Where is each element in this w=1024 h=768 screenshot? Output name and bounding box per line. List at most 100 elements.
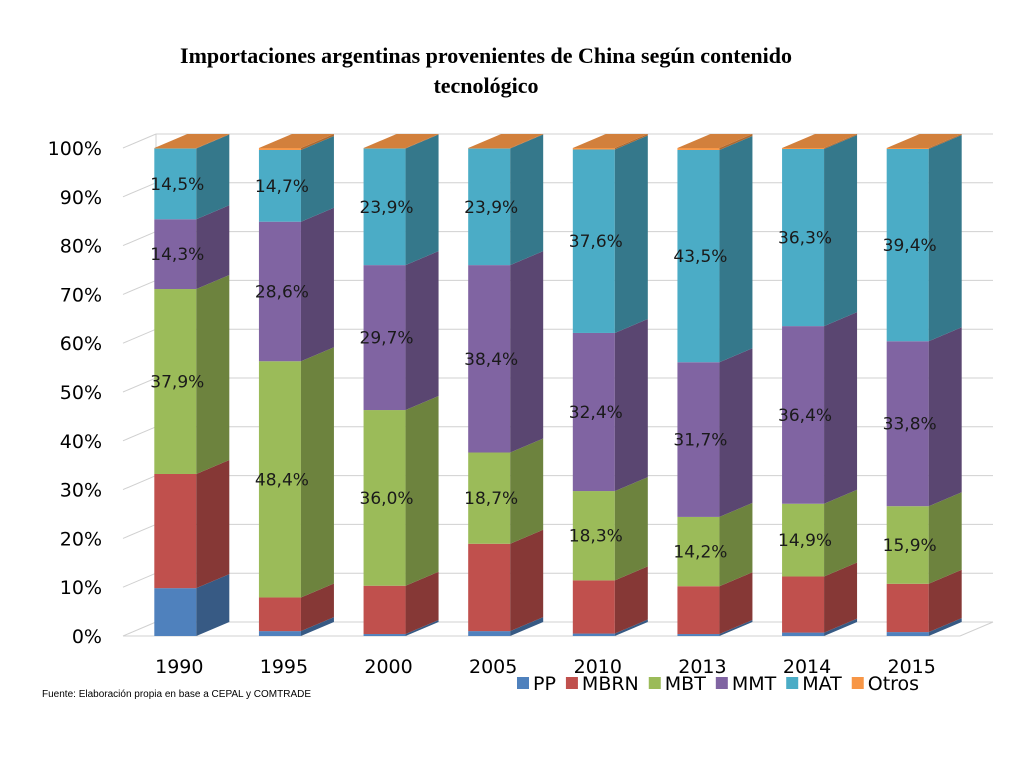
bar-segment-mmt xyxy=(677,362,720,517)
bar-side-mbrn xyxy=(719,572,753,635)
legend-swatch xyxy=(517,677,529,689)
bar-column-2015: 15,9% 33,8% 39,4% 2015 xyxy=(883,134,962,678)
bar-segment-mmt xyxy=(154,219,197,290)
bar-column-1990: 37,9% 14,3% 14,5% 1990 xyxy=(150,134,230,678)
data-label: 36,3% xyxy=(778,229,832,249)
plot-area: 0% 10% 20% 30% 40% 50% 60% 70% 80% 90% 100% 37,9% 14… xyxy=(48,133,994,678)
bar-segment-mbt xyxy=(677,516,720,587)
bar-side-mat xyxy=(614,135,648,333)
bar-side-otros xyxy=(510,134,544,149)
legend-swatch xyxy=(786,677,799,689)
y-tick-label: 30% xyxy=(60,480,102,502)
data-label: 33,8% xyxy=(883,415,937,435)
legend-item: PP xyxy=(517,673,556,695)
bar-top-otros xyxy=(154,134,230,148)
bar-segment-pp xyxy=(154,588,197,636)
bar-side-pp xyxy=(510,617,544,636)
bar-side-mat xyxy=(510,134,544,266)
bar-segment-mat xyxy=(258,149,301,222)
gridline-side xyxy=(122,231,157,247)
bar-segment-mmt xyxy=(363,265,406,411)
bar-side-mmt xyxy=(824,312,858,504)
y-tick-label: 90% xyxy=(60,187,102,209)
bar-side-pp xyxy=(719,620,753,636)
bar-segment-mbt xyxy=(782,503,825,577)
x-tick-label: 1990 xyxy=(155,656,203,678)
data-label: 29,7% xyxy=(360,329,414,349)
bars: 37,9% 14,3% 14,5% 1990 48,4% 28,6% 14,7% 1995 36… xyxy=(150,134,962,678)
data-label: 14,7% xyxy=(255,177,309,197)
y-tick-label: 70% xyxy=(60,284,102,306)
data-label: 14,5% xyxy=(150,175,204,195)
gridline-side xyxy=(122,572,157,588)
y-axis: 0% 10% 20% 30% 40% 50% 60% 70% 80% 90% 100% xyxy=(48,138,102,648)
bar-column-2010: 18,3% 32,4% 37,6% 2010 xyxy=(569,134,648,678)
bar-side-otros xyxy=(405,134,439,149)
bar-segment-mbrn xyxy=(886,583,929,633)
bar-side-mbt xyxy=(405,396,439,586)
bar-segment-mat xyxy=(886,148,929,342)
data-label: 36,0% xyxy=(360,489,414,509)
bar-segment-mbrn xyxy=(258,597,301,632)
legend-item: MMT xyxy=(715,673,777,695)
legend-item: MBRN xyxy=(565,673,639,695)
x-tick-label: 2013 xyxy=(678,656,726,678)
bar-side-mat xyxy=(824,134,858,327)
legend-item: Otros xyxy=(851,673,919,695)
bar-side-mbt xyxy=(510,438,544,544)
bar-side-mbt xyxy=(719,502,753,587)
bar-column-1995: 48,4% 28,6% 14,7% 1995 xyxy=(255,134,334,678)
data-label: 14,2% xyxy=(673,543,727,563)
bar-side-mbrn xyxy=(928,569,962,633)
data-label: 15,9% xyxy=(883,536,937,556)
y-tick-label: 80% xyxy=(60,236,102,258)
y-tick-label: 50% xyxy=(60,382,102,404)
bar-segment-pp xyxy=(677,634,720,636)
bar-side-mat xyxy=(719,135,753,363)
data-label: 28,6% xyxy=(255,282,309,302)
data-label: 14,3% xyxy=(150,245,204,265)
bar-segment-mbt xyxy=(258,361,301,598)
legend: PP MBRN MBT MMT MAT Otros xyxy=(517,673,919,695)
data-label: 36,4% xyxy=(778,406,832,426)
floor-right-edge xyxy=(959,621,994,637)
legend-label: PP xyxy=(533,673,556,695)
bar-segment-mmt xyxy=(258,221,301,362)
bar-top-otros xyxy=(886,134,962,148)
bar-segment-otros xyxy=(886,148,929,149)
bar-top-otros xyxy=(258,134,334,148)
bar-segment-otros xyxy=(677,148,720,150)
bar-side-mmt xyxy=(614,318,648,492)
y-tick-label: 100% xyxy=(48,138,102,160)
bar-segment-mmt xyxy=(782,326,825,504)
y-tick-label: 60% xyxy=(60,333,102,355)
bar-side-mbt xyxy=(614,477,648,581)
bar-side-mmt xyxy=(510,251,544,453)
bar-segment-mbrn xyxy=(677,586,720,635)
gridline-side xyxy=(122,621,157,637)
bar-segment-mbt xyxy=(154,289,197,474)
bar-segment-mbrn xyxy=(363,585,406,635)
legend-swatch xyxy=(565,677,578,689)
data-label: 18,7% xyxy=(464,489,518,509)
bar-side-pp xyxy=(928,618,962,636)
bar-side-pp xyxy=(824,618,858,636)
x-tick-label: 2014 xyxy=(783,656,831,678)
data-label: 39,4% xyxy=(883,236,937,256)
legend-label: MMT xyxy=(732,673,777,695)
y-tick-label: 10% xyxy=(60,577,102,599)
data-label: 32,4% xyxy=(569,403,623,423)
bar-segment-mmt xyxy=(572,332,615,492)
bar-segment-pp xyxy=(886,632,929,636)
bar-segment-mat xyxy=(154,148,197,220)
x-tick-label: 2000 xyxy=(364,656,412,678)
bar-side-pp xyxy=(405,620,439,636)
y-tick-label: 40% xyxy=(60,431,102,453)
gridline-side xyxy=(122,426,157,442)
chart-title: Importaciones argentinas provenientes de… xyxy=(180,43,792,98)
data-label: 31,7% xyxy=(673,431,727,451)
legend-swatch xyxy=(715,677,728,689)
bar-segment-pp xyxy=(468,631,511,636)
x-tick-label: 1995 xyxy=(260,656,308,678)
bar-segment-mat xyxy=(468,148,511,266)
